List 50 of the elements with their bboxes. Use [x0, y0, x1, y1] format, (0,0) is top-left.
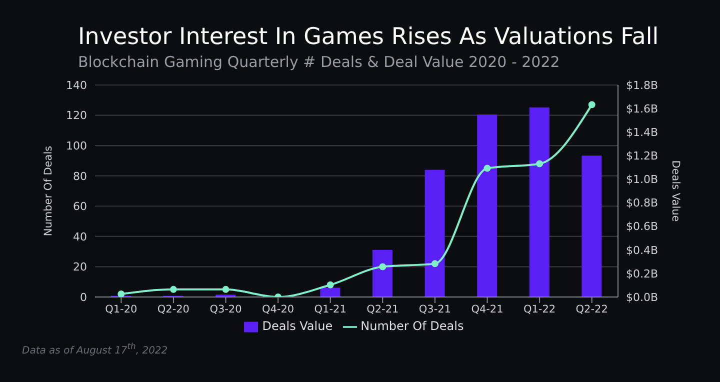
y2-axis-title: Deals Value [669, 160, 682, 222]
y-tick-label: 40 [73, 230, 87, 244]
x-tick-label: Q1-21 [314, 303, 346, 316]
chart-title: Investor Interest In Games Rises As Valuations Fall [78, 24, 659, 50]
y2-tick-label: $0.0B [626, 290, 658, 304]
x-tick-label: Q1-22 [523, 303, 556, 316]
point [379, 263, 386, 270]
point [588, 101, 596, 108]
point [222, 286, 230, 293]
bar [424, 170, 445, 297]
y2-tick-label: $0.2B [626, 267, 658, 280]
bar [372, 250, 392, 297]
y-tick-label: 140 [66, 78, 87, 92]
x-tick-label: Q3-21 [418, 303, 452, 316]
chart-subtitle: Blockchain Gaming Quarterly # Deals & Deal Value 2020 - 2022 [78, 53, 560, 71]
y-tick-label: 100 [66, 139, 87, 152]
y-tick-label: 20 [73, 260, 87, 274]
y2-tick-label: $1.2B [626, 150, 658, 163]
x-tick-label: Q1-20 [105, 303, 138, 316]
legend-label: Deals Value [262, 319, 333, 333]
x-tick-label: Q2-22 [576, 303, 608, 316]
point [484, 164, 491, 172]
y2-tick-label: $0.6B [626, 220, 658, 234]
point [118, 290, 125, 297]
bar [582, 156, 602, 297]
x-tick-label: Q4-20 [262, 303, 294, 316]
y2-tick-label: $1.0B [626, 173, 658, 186]
y2-tick-label: $1.4B [626, 126, 658, 140]
legend-label: Number Of Deals [360, 319, 464, 333]
y2-tick-label: $0.4B [626, 244, 658, 257]
bar [477, 114, 498, 297]
y2-tick-label: $1.8B [626, 78, 658, 92]
y-tick-label: 80 [73, 170, 87, 183]
x-tick-label: Q2-21 [366, 303, 399, 316]
y2-tick-label: $0.8B [626, 196, 658, 210]
y2-tick-label: $1.6B [626, 102, 658, 116]
y-tick-label: 60 [73, 200, 87, 214]
y-tick-label: 0 [80, 290, 87, 304]
x-tick-label: Q4-21 [471, 303, 504, 316]
point [170, 286, 177, 293]
point [536, 160, 544, 168]
y-axis-title: Number Of Deals [42, 146, 55, 236]
x-tick-label: Q3-20 [210, 303, 242, 316]
text: Data as of August 17$^{th}$, 2022 [22, 341, 168, 356]
point [326, 281, 334, 288]
y-tick-label: 120 [66, 109, 87, 122]
bar [529, 107, 550, 297]
point [431, 260, 438, 268]
bar [320, 288, 340, 297]
x-tick-label: Q2-20 [157, 303, 190, 316]
